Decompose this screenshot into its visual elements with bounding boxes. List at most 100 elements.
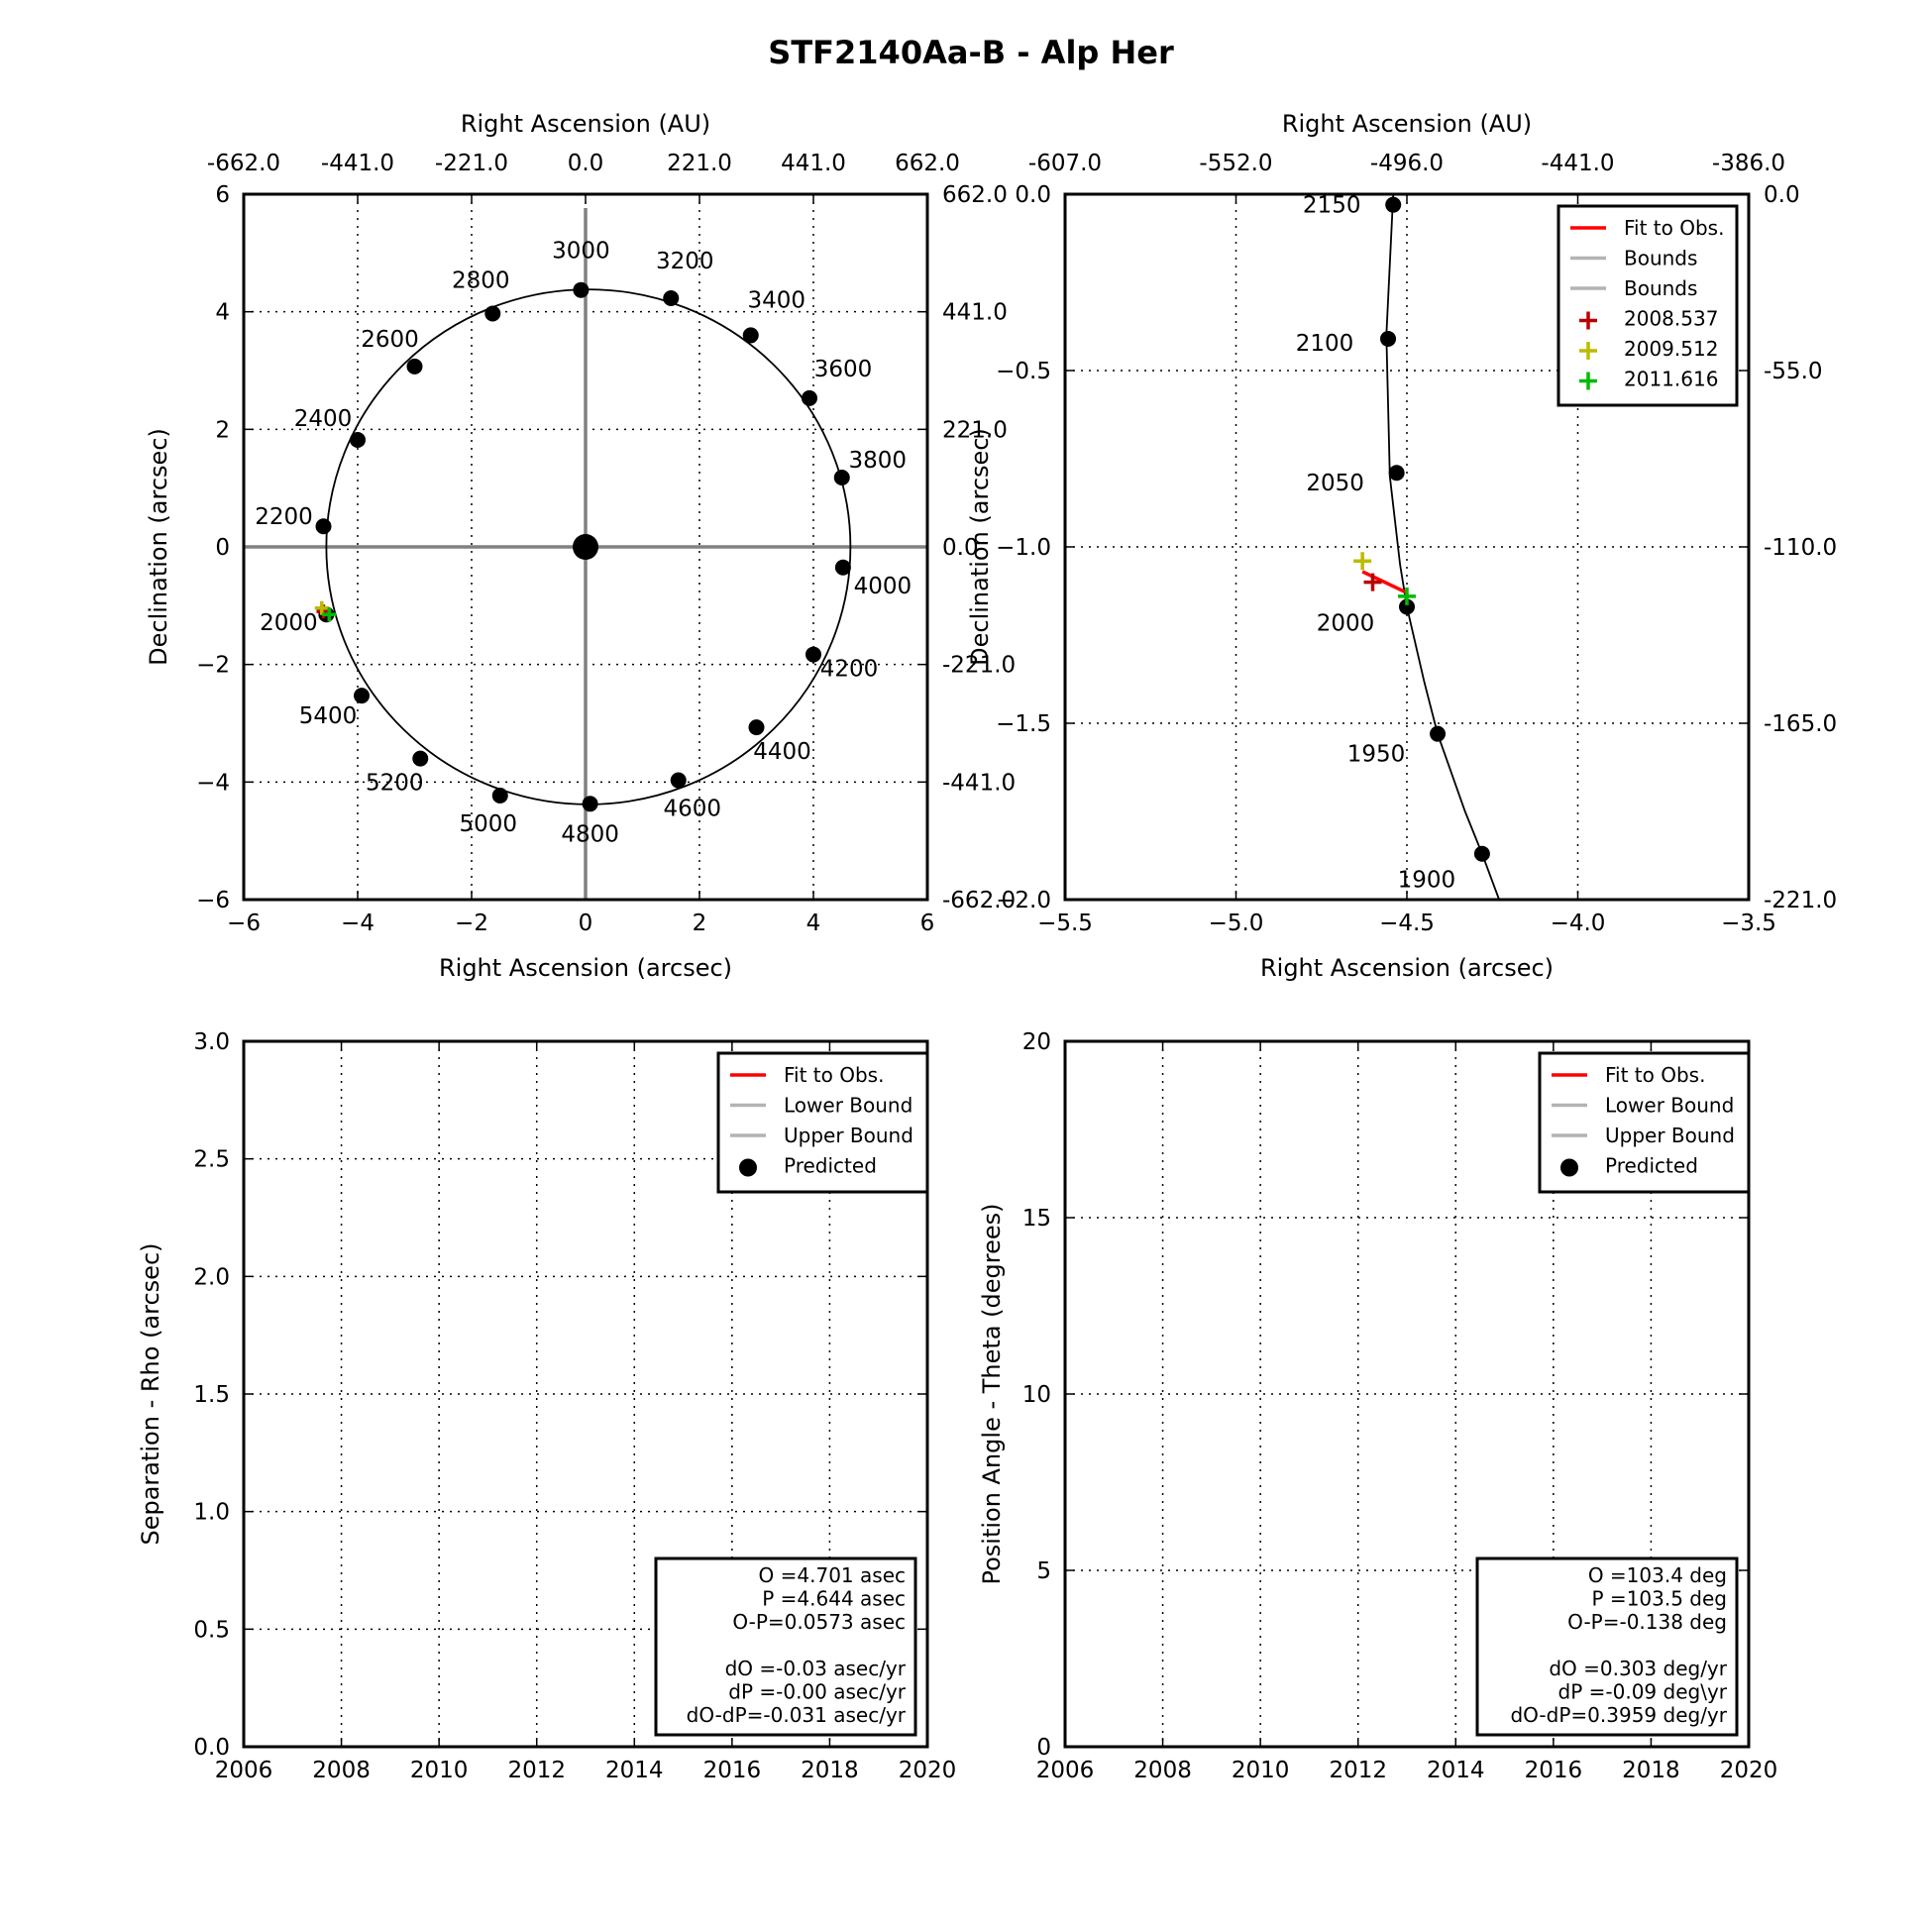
x-tick-label: 2012 xyxy=(507,1758,566,1783)
x-tick-label: 4 xyxy=(806,911,821,936)
y-tick-label: 2.5 xyxy=(193,1147,230,1173)
predicted-position-dot xyxy=(801,389,817,406)
x-tick-label: 2016 xyxy=(703,1758,762,1783)
top-tick-label: 221.0 xyxy=(667,151,732,176)
legend-label: 2009.512 xyxy=(1624,337,1718,361)
x-tick-label: 2018 xyxy=(801,1758,859,1783)
legend-label: Fit to Obs. xyxy=(784,1063,884,1087)
stats-line: P =4.644 asec xyxy=(762,1587,906,1611)
y-tick-label: 0.0 xyxy=(193,1735,230,1761)
predicted-position-dot xyxy=(663,290,680,307)
x-tick-label: 2020 xyxy=(1720,1758,1778,1783)
y-tick-label: 0 xyxy=(1036,1735,1051,1761)
predicted-epoch-label: 2400 xyxy=(294,406,353,432)
legend-label: 2011.616 xyxy=(1624,368,1718,391)
stats-line: dO =0.303 deg/yr xyxy=(1549,1657,1727,1680)
observation-marker xyxy=(314,600,329,615)
predicted-epoch-label: 3000 xyxy=(552,239,610,265)
axes-frame xyxy=(1063,1039,1751,1749)
x-tick-label: 2 xyxy=(693,911,707,936)
observation-marker xyxy=(1398,587,1416,605)
predicted-position-dot xyxy=(484,305,501,322)
predicted-position-dot xyxy=(833,469,850,485)
predicted-epoch-label: 2000 xyxy=(260,610,318,636)
predicted-epoch-label: 2000 xyxy=(1317,611,1375,637)
x-tick-label: 0 xyxy=(579,911,593,936)
top-axis-label: Right Ascension (AU) xyxy=(461,110,710,138)
legend-label: Predicted xyxy=(1605,1154,1698,1178)
legend-dot-marker xyxy=(1560,1158,1578,1177)
predicted-epoch-label: 5400 xyxy=(299,703,358,729)
y-tick-label: −0.5 xyxy=(996,359,1051,384)
x-tick-label: 2018 xyxy=(1622,1758,1680,1783)
x-tick-label: −3.5 xyxy=(1721,911,1776,936)
right-tick-label: -55.0 xyxy=(1764,359,1823,384)
stats-line: dO-dP=-0.031 asec/yr xyxy=(687,1703,907,1727)
predicted-epoch-label: 2050 xyxy=(1306,471,1364,496)
legend-label: Upper Bound xyxy=(784,1124,913,1147)
y-tick-label: 6 xyxy=(215,182,230,208)
legend-label: Predicted xyxy=(784,1154,877,1178)
predicted-epoch-label: 3200 xyxy=(656,249,714,274)
x-axis-label: Right Ascension (arcsec) xyxy=(439,954,732,982)
predicted-epoch-label: 3600 xyxy=(814,357,873,382)
predicted-position-dot xyxy=(412,750,429,767)
stats-line: P =103.5 deg xyxy=(1592,1587,1727,1611)
right-tick-label: -165.0 xyxy=(1764,711,1837,737)
x-tick-label: 2006 xyxy=(1036,1758,1095,1783)
predicted-epoch-label: 4400 xyxy=(753,739,811,765)
predicted-epoch-label: 1900 xyxy=(1398,868,1456,894)
y-tick-label: 2 xyxy=(215,417,230,443)
top-tick-label: 441.0 xyxy=(781,151,846,176)
x-tick-label: 2020 xyxy=(899,1758,957,1783)
y-tick-label: 0.5 xyxy=(193,1617,230,1643)
top-tick-label: -607.0 xyxy=(1028,151,1102,176)
predicted-position-dot xyxy=(354,688,371,704)
observation-marker xyxy=(322,607,337,622)
fit-line xyxy=(1361,570,1408,594)
predicted-position-dot xyxy=(1399,598,1415,615)
legend-label: Bounds xyxy=(1624,247,1697,270)
legend-plus-marker xyxy=(1579,372,1597,390)
y-axis-label: Position Angle - Theta (degrees) xyxy=(978,1203,1006,1584)
panel-orbit-full: −6 −4 −2 0 2 4 6 −6 −4 −2 0 2 4 6 -662.0 -441.0 -221.0 0.… xyxy=(145,110,1016,982)
primary-star-marker xyxy=(573,534,598,560)
stats-line: dO-dP=0.3959 deg/yr xyxy=(1510,1703,1727,1727)
top-tick-label: -441.0 xyxy=(321,151,394,176)
stats-line: O-P=0.0573 asec xyxy=(732,1610,906,1634)
figure-title: STF2140Aa-B - Alp Her xyxy=(768,34,1174,71)
predicted-epoch-label: 4200 xyxy=(820,657,879,683)
top-tick-label: -441.0 xyxy=(1541,151,1614,176)
observation-marker xyxy=(1363,573,1382,591)
plot-panels: −6 −4 −2 0 2 4 6 −6 −4 −2 0 2 4 6 -662.0 -441.0 -221.0 0.… xyxy=(137,110,1837,1783)
predicted-epoch-label: 2150 xyxy=(1303,193,1361,219)
y-tick-label: 5 xyxy=(1036,1558,1051,1584)
x-tick-label: 2008 xyxy=(1133,1758,1192,1783)
y-tick-label: 15 xyxy=(1022,1206,1051,1232)
predicted-epoch-label: 3400 xyxy=(747,287,805,313)
x-tick-label: 2008 xyxy=(312,1758,371,1783)
stats-line: dP =-0.09 deg\yr xyxy=(1558,1680,1728,1704)
legend-dot-marker xyxy=(739,1158,757,1177)
x-tick-label: 6 xyxy=(920,911,935,936)
y-tick-label: 4 xyxy=(215,300,230,326)
right-tick-label: 221.0 xyxy=(942,417,1008,443)
y-tick-label: −6 xyxy=(196,888,230,913)
stats-box xyxy=(654,1556,917,1737)
observation-marker xyxy=(1353,552,1372,571)
right-tick-label: 441.0 xyxy=(942,300,1008,326)
legend-plus-marker xyxy=(1579,342,1597,360)
top-tick-label: -662.0 xyxy=(207,151,280,176)
stats-line: O =4.701 asec xyxy=(759,1563,906,1587)
predicted-position-dot xyxy=(1385,196,1402,213)
panel-position-angle: 2006 2008 2010 2012 2014 2016 2018 2020 0 5 10 15 20… xyxy=(978,1029,1777,1783)
right-tick-label: -662.0 xyxy=(942,888,1016,913)
y-tick-label: 1.0 xyxy=(193,1500,230,1526)
legend-label: 2008.537 xyxy=(1624,307,1718,331)
predicted-position-dot xyxy=(406,358,423,375)
x-tick-label: 2012 xyxy=(1329,1758,1387,1783)
x-axis-label: Right Ascension (arcsec) xyxy=(1260,954,1554,982)
y-axis-label: Declination (arcsec) xyxy=(145,428,172,666)
predicted-position-dot xyxy=(748,719,765,736)
right-tick-label: -110.0 xyxy=(1764,535,1837,561)
